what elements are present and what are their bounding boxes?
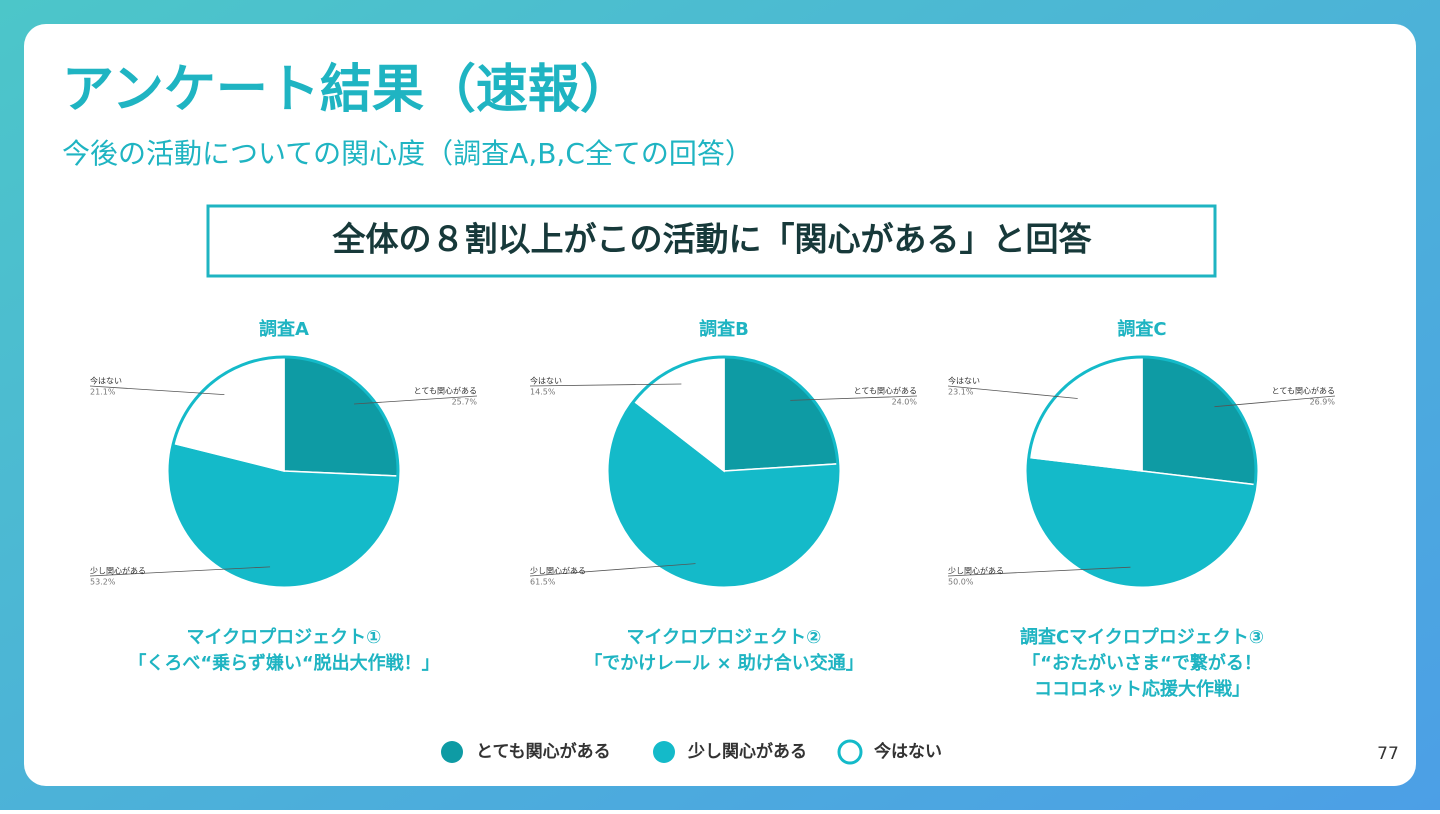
headline: 全体の８割以上がこの活動に「関心がある」と回答 <box>332 220 1093 259</box>
pie-title: 調査B <box>699 318 749 340</box>
legend-label: 少し関心がある <box>687 741 807 762</box>
caption: マイクロプロジェクト② <box>627 626 822 648</box>
legend-swatch <box>653 741 675 763</box>
leader-line <box>1214 395 1336 408</box>
headline-box <box>206 204 1217 278</box>
slice-label: 少し関心がある <box>530 566 586 576</box>
slice-label: 今はない <box>530 376 562 386</box>
leader-line <box>529 383 682 387</box>
caption: 調査Cマイクロプロジェクト③ <box>1020 626 1264 648</box>
value-label: 26.9% <box>1310 398 1336 407</box>
slice-label: 少し関心がある <box>90 566 146 576</box>
value-label: 25.7% <box>452 398 478 407</box>
page-number: 77 <box>1377 744 1399 764</box>
value-label: 24.0% <box>892 398 918 407</box>
leader-line <box>790 395 918 401</box>
value-label: 23.1% <box>948 388 974 397</box>
caption: ココロネット応援大作戦」 <box>1034 678 1250 700</box>
slice-label: 今はない <box>948 376 980 386</box>
leader-line <box>89 385 225 396</box>
legend-swatch <box>441 741 463 763</box>
value-label: 53.2% <box>90 578 116 587</box>
pie-outline <box>168 355 400 587</box>
leader-line <box>353 395 478 405</box>
pie-title: 調査A <box>259 318 309 340</box>
leader-line <box>947 566 1131 577</box>
legend-label: 今はない <box>874 741 942 762</box>
caption: マイクロプロジェクト① <box>187 626 382 648</box>
leader-line <box>947 385 1078 399</box>
pie-outline <box>1026 355 1258 587</box>
slice-label: 今はない <box>90 376 122 386</box>
leader-line <box>529 563 696 577</box>
value-label: 14.5% <box>530 388 556 397</box>
slide-subtitle: 今後の活動についての関心度（調査A,B,C全ての回答） <box>62 137 753 170</box>
leader-line <box>89 566 271 577</box>
slice-label: とても関心がある <box>414 386 477 396</box>
legend-swatch <box>837 739 863 765</box>
pie-title: 調査C <box>1117 318 1166 340</box>
legend-label: とても関心がある <box>476 741 611 762</box>
slice-label: とても関心がある <box>1272 386 1335 396</box>
slice-label: 少し関心がある <box>948 566 1004 576</box>
caption: 「でかけレール × 助け合い交通」 <box>584 652 864 674</box>
value-label: 61.5% <box>530 578 556 587</box>
slice-label: とても関心がある <box>854 386 917 396</box>
value-label: 21.1% <box>90 388 116 397</box>
slide-title: アンケート結果（速報） <box>62 60 632 120</box>
caption: 「くろべ“乗らず嫌い“脱出大作戦！」 <box>128 652 439 674</box>
pie-outline <box>608 355 840 587</box>
caption: 「“おたがいさま“で繋がる！ <box>1022 652 1262 674</box>
value-label: 50.0% <box>948 578 974 587</box>
